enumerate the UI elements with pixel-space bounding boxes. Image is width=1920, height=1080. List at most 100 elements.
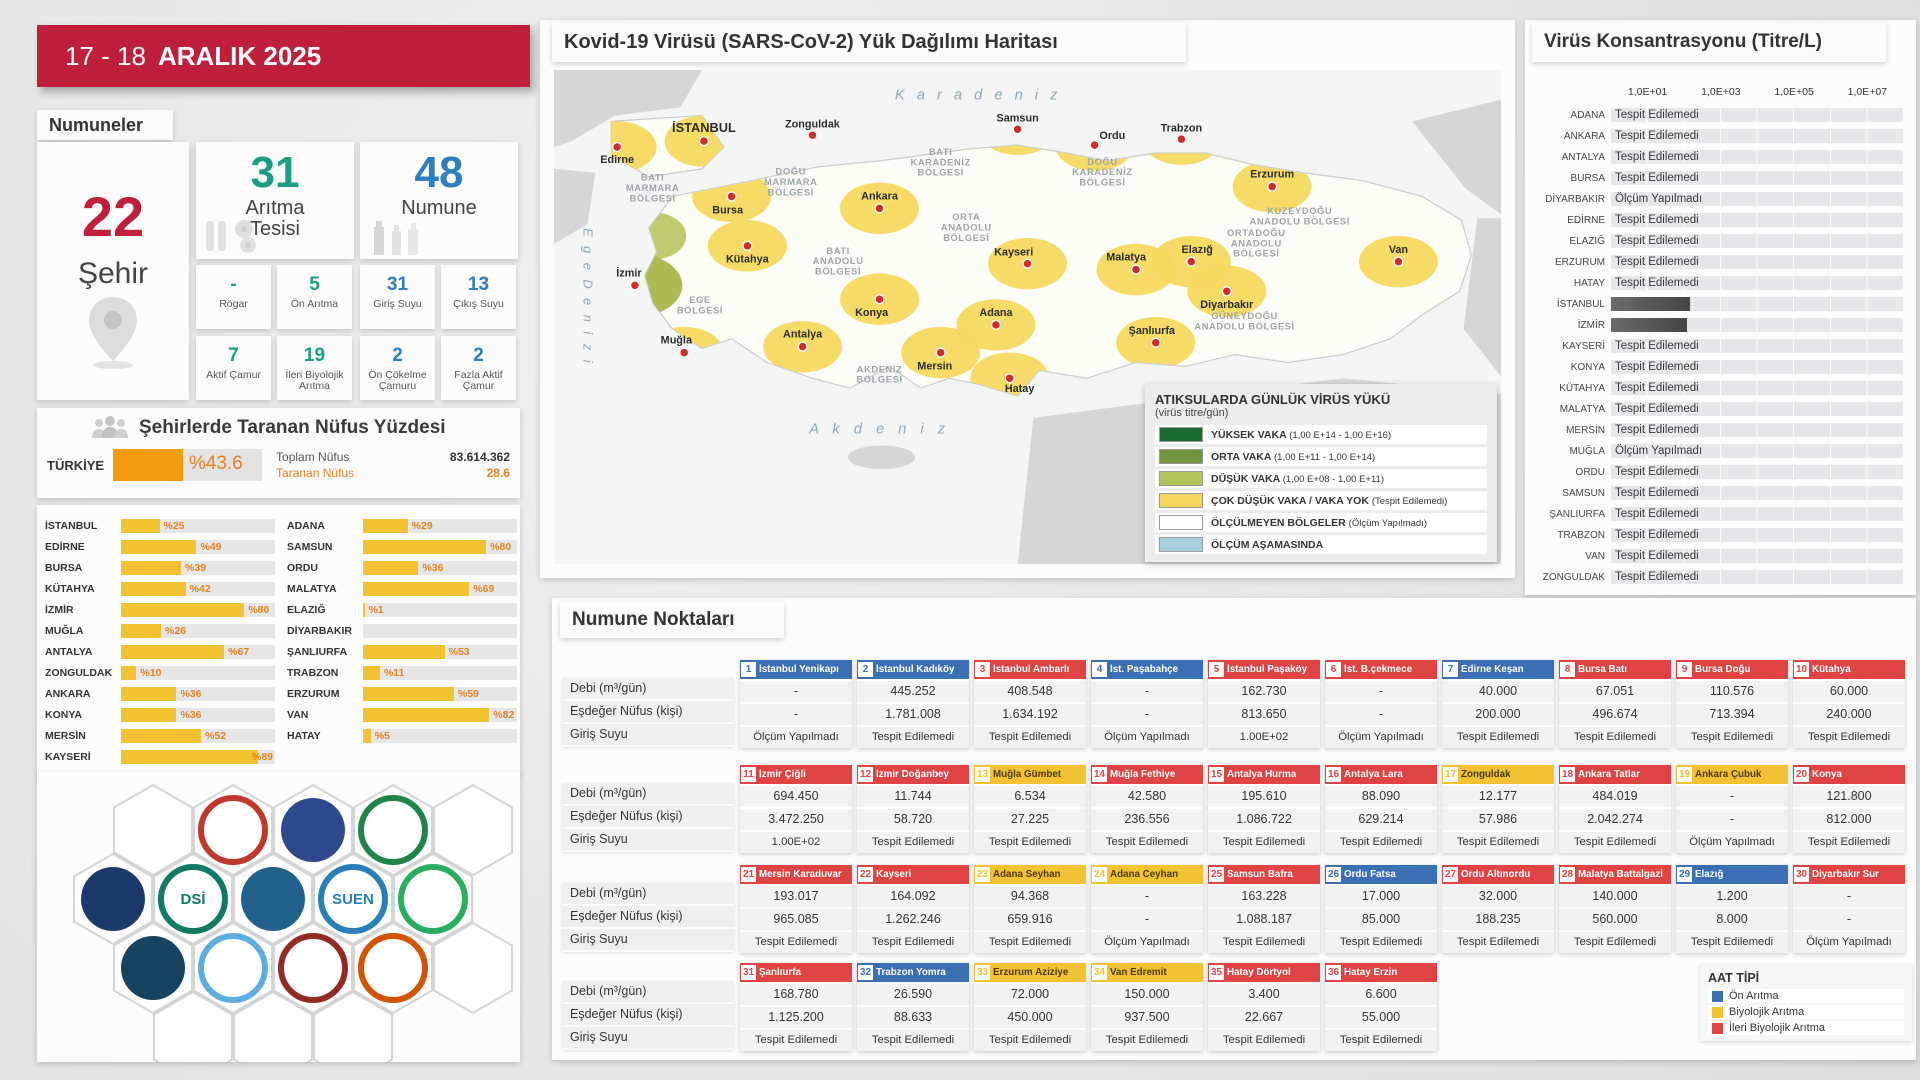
city-bar-label: KAYSERİ	[45, 750, 91, 763]
legend-sublabel: (1,00 E+14 - 1,00 E+16)	[1289, 429, 1392, 441]
station-card-header: 32 Trabzon Yomra	[857, 963, 969, 982]
station-number: 13	[975, 767, 990, 782]
date-range: 17 - 18	[65, 40, 146, 71]
station-name: İzmir Doğanbey	[876, 769, 949, 780]
city-bar-percent: %10	[140, 666, 162, 679]
station-debi-value: 6.600	[1325, 984, 1437, 1005]
city-bar-percent: %36	[180, 708, 202, 721]
city-bar-row: KONYA %36	[45, 704, 275, 725]
station-debi-value: -	[1091, 886, 1203, 907]
city-bar-label: SAMSUN	[287, 540, 333, 553]
stat-label: Giriş Suyu	[373, 298, 422, 310]
stat-value: 2	[473, 345, 484, 366]
station-card: 36 Hatay Erzin 6.600 55.000 Tespit Edilemedi	[1325, 963, 1437, 1051]
city-bar-fill	[363, 665, 380, 680]
city-bar-fill	[121, 686, 177, 701]
virus-rows: ADANA Tespit Edilemedi ANKARA Tespit Edilem…	[1531, 108, 1904, 591]
city-bar-label: ADANA	[287, 519, 325, 532]
station-population-value: 85.000	[1325, 909, 1437, 930]
station-debi-value: 110.576	[1676, 681, 1788, 702]
station-card: 23 Adana Seyhan 94.368 659.916 Tespit Edilem…	[974, 865, 1086, 953]
station-card-header: 11 İzmir Çiğli	[740, 765, 852, 784]
station-card: 35 Hatay Dörtyol 3.400 22.667 Tespit Edileme…	[1208, 963, 1320, 1051]
city-bars-left-column: İSTANBUL %25 EDİRNE %49 BURSA %39 KÜTAHYA %42 İZ…	[45, 515, 275, 767]
stat-value: 7	[228, 345, 239, 366]
stat-card-rögar: - Rögar	[196, 265, 271, 329]
station-card: 2 İstanbul Kadıköy 445.252 1.781.008 Tespit …	[857, 660, 969, 748]
station-card: 5 İstanbul Paşaköy 162.730 813.650 1.00E+02	[1208, 660, 1320, 748]
partner-logo	[278, 933, 348, 1003]
virus-track: Tespit Edilemedi	[1611, 549, 1904, 563]
station-card: 10 Kütahya 60.000 240.000 Tespit Edilemedi	[1793, 660, 1905, 748]
map-panel: K a r a d e n i z E g e D e n i z i A k d …	[540, 20, 1515, 578]
station-inlet-status: Tespit Edilemedi	[857, 727, 969, 748]
sea-label-ege: E g e D e n i z i	[581, 228, 596, 365]
stations-panel-title: Numune Noktaları	[560, 602, 784, 638]
city-label: Ordu	[1099, 130, 1125, 142]
virus-row: TRABZON Tespit Edilemedi	[1531, 528, 1904, 542]
station-population-value: 1.088.187	[1208, 909, 1320, 930]
virus-status: Tespit Edilemedi	[1615, 382, 1699, 394]
population-panel: Şehirlerde Taranan Nüfus Yüzdesi TÜRKİYE…	[37, 408, 520, 498]
city-bar-track: %26	[121, 623, 275, 638]
virus-row: MUĞLA Ölçüm Yapılmadı	[1531, 444, 1904, 458]
station-number: 22	[858, 867, 873, 882]
samples-label: Numune	[401, 197, 477, 219]
stat-value: 31	[386, 274, 409, 295]
station-number: 1	[741, 662, 756, 677]
station-debi-value: 484.019	[1559, 786, 1671, 807]
station-name: Hatay Erzin	[1344, 967, 1398, 978]
station-number: 19	[1677, 767, 1692, 782]
map-title: Kovid-19 Virüsü (SARS-CoV-2) Yük Dağılım…	[552, 22, 1186, 62]
station-population-value: 3.472.250	[740, 809, 852, 830]
station-name: Muğla Gümbet	[993, 769, 1062, 780]
virus-status: Tespit Edilemedi	[1615, 256, 1699, 268]
virus-track: Tespit Edilemedi	[1611, 339, 1904, 353]
station-number: 29	[1677, 867, 1692, 882]
stations-row-label: Debi (m³/gün)	[562, 678, 734, 701]
city-percentage-panel: İSTANBUL %25 EDİRNE %49 BURSA %39 KÜTAHYA %42 İZ…	[37, 505, 520, 775]
legend-swatch	[1159, 427, 1203, 442]
station-number: 14	[1092, 767, 1107, 782]
stat-label: Ön Arıtma	[290, 298, 339, 310]
city-bar-fill	[121, 665, 137, 680]
city-label: Kayseri	[994, 247, 1033, 259]
station-population-value: 88.633	[857, 1007, 969, 1028]
station-name: İzmir Çiğli	[759, 769, 806, 780]
station-debi-value: 195.610	[1208, 786, 1320, 807]
city-count-label: Şehir	[77, 257, 149, 290]
city-bar-fill	[363, 686, 454, 701]
station-name: Ordu Fatsa	[1344, 869, 1396, 880]
station-card-header: 35 Hatay Dörtyol	[1208, 963, 1320, 982]
map-legend-item: YÜKSEK VAKA (1,00 E+14 - 1,00 E+16)	[1155, 425, 1487, 444]
city-bar-track: %36	[121, 707, 275, 722]
station-debi-value: 40.000	[1442, 681, 1554, 702]
station-inlet-status: Tespit Edilemedi	[857, 932, 969, 953]
partner-logo	[81, 867, 145, 931]
city-bar-fill	[363, 539, 487, 554]
virus-row: VAN Tespit Edilemedi	[1531, 549, 1904, 563]
station-number: 30	[1794, 867, 1809, 882]
virus-status: Tespit Edilemedi	[1615, 424, 1699, 436]
legend-sublabel: (1,00 E+08 - 1,00 E+11)	[1282, 473, 1384, 485]
city-bars-right-column: ADANA %29 SAMSUN %80 ORDU %36 MALATYA %69 ELAZIĞ…	[287, 515, 517, 746]
city-marker	[807, 130, 818, 141]
virus-track	[1611, 318, 1904, 332]
station-inlet-status: Tespit Edilemedi	[740, 932, 852, 953]
station-inlet-status: Tespit Edilemedi	[857, 832, 969, 853]
city-marker	[1012, 124, 1023, 135]
station-number: 7	[1443, 662, 1458, 677]
station-population-value: 1.125.200	[740, 1007, 852, 1028]
virus-city-label: VAN	[1585, 550, 1605, 562]
station-inlet-status: Tespit Edilemedi	[974, 832, 1086, 853]
virus-axis-tick: 1,0E+03	[1701, 86, 1741, 98]
virus-row: ORDU Tespit Edilemedi	[1531, 465, 1904, 479]
city-bar-fill	[121, 623, 162, 638]
station-number: 35	[1209, 965, 1224, 980]
scanned-population-value: 28.6	[486, 466, 510, 480]
city-bar-track: %36	[121, 686, 275, 701]
station-name: Ankara Çubuk	[1695, 769, 1762, 780]
virus-city-label: KAYSERİ	[1562, 340, 1605, 352]
city-bar-label: KÜTAHYA	[45, 582, 95, 595]
city-bar-percent: %80	[490, 540, 512, 553]
